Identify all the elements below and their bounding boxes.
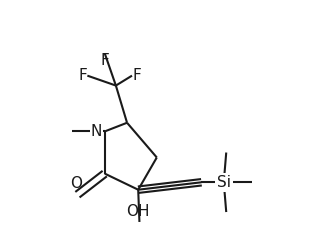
Text: F: F bbox=[100, 53, 109, 68]
Text: Si: Si bbox=[217, 175, 231, 190]
Text: F: F bbox=[79, 68, 87, 83]
Text: O: O bbox=[70, 176, 82, 191]
Text: OH: OH bbox=[126, 204, 150, 219]
Text: N: N bbox=[90, 124, 102, 139]
Text: F: F bbox=[132, 68, 141, 83]
